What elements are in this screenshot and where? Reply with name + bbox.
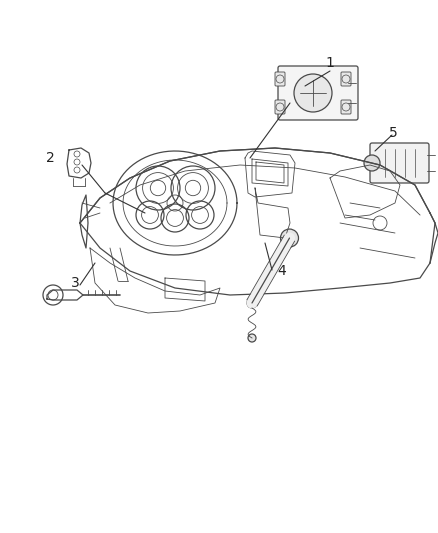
FancyBboxPatch shape [370,143,429,183]
FancyBboxPatch shape [275,72,285,86]
FancyBboxPatch shape [275,100,285,114]
Text: 2: 2 [46,151,54,165]
FancyBboxPatch shape [341,72,351,86]
FancyBboxPatch shape [341,100,351,114]
Circle shape [280,229,299,247]
Circle shape [247,298,257,308]
Circle shape [364,155,380,171]
FancyBboxPatch shape [278,66,358,120]
Text: 5: 5 [389,126,397,140]
Text: 4: 4 [278,264,286,278]
Text: 3: 3 [71,276,79,290]
Text: 1: 1 [325,56,335,70]
Circle shape [294,74,332,112]
Circle shape [248,334,256,342]
